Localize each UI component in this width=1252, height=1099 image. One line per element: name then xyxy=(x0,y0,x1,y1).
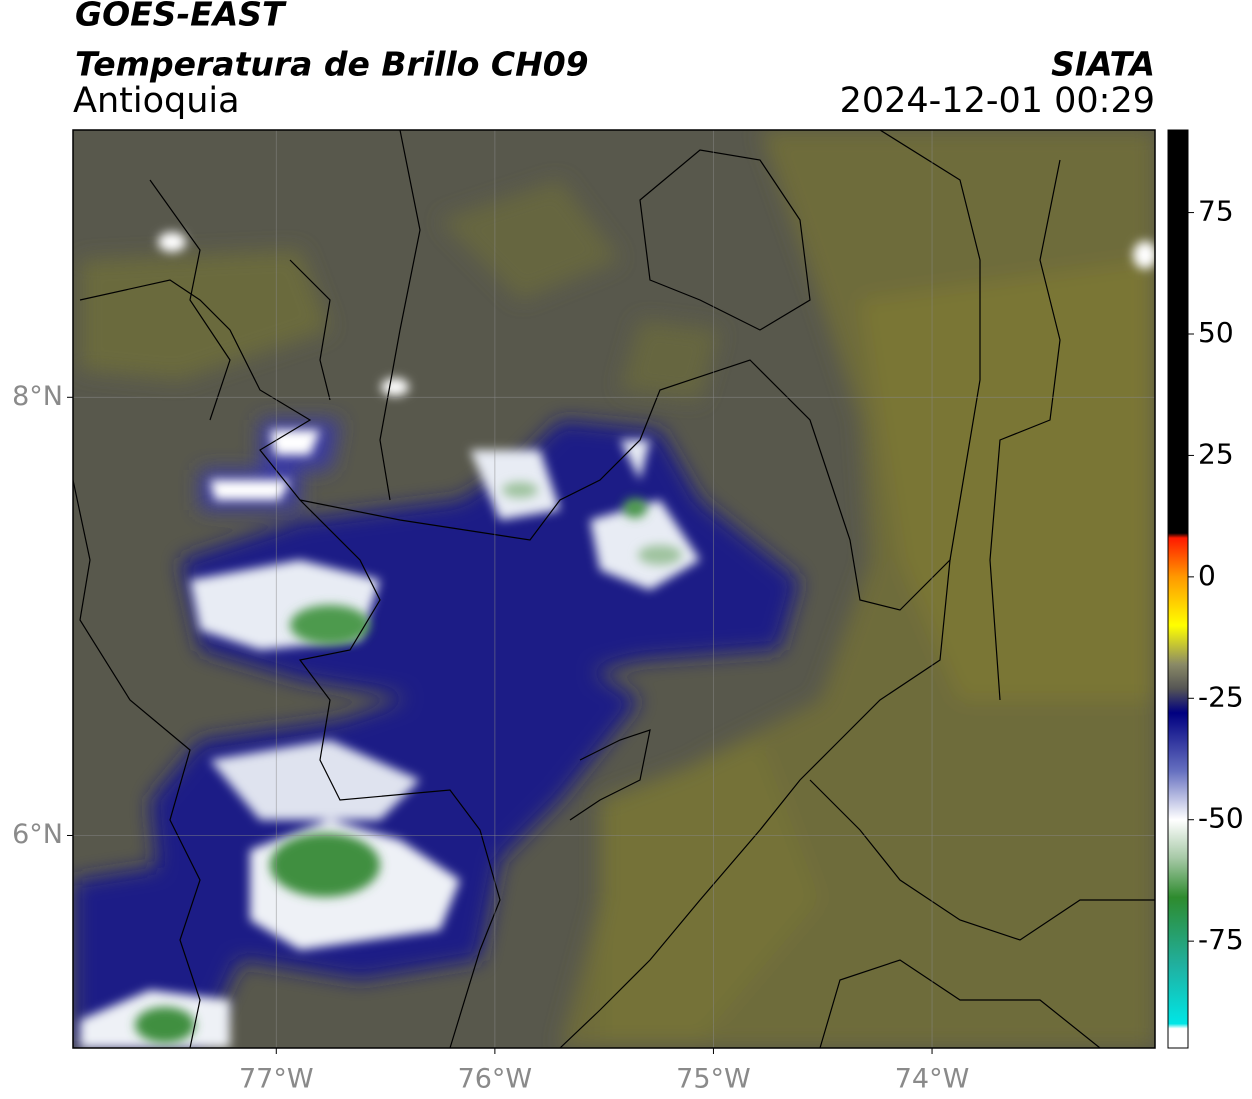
map-image xyxy=(73,130,1155,1048)
region: Antioquia xyxy=(73,81,240,121)
colorbar-tick-label: 75 xyxy=(1198,195,1234,228)
map-frame xyxy=(72,129,1156,1049)
colorbar-tick-label: 50 xyxy=(1198,316,1234,349)
source: SIATA xyxy=(1051,45,1155,84)
colorbar-tick-label: -50 xyxy=(1198,802,1244,835)
colorbar-tick-label: -75 xyxy=(1198,923,1244,956)
lon-label: 74°W xyxy=(895,1064,970,1095)
graticule xyxy=(73,130,1155,1048)
colorbar-tick-label: 25 xyxy=(1198,437,1234,470)
lon-label: 76°W xyxy=(458,1064,533,1095)
lon-label: 75°W xyxy=(676,1064,751,1095)
datetime: 2024-12-01 00:29 xyxy=(840,81,1155,121)
borders xyxy=(73,130,1155,1048)
colorbar xyxy=(1167,129,1189,1049)
coldest-tops xyxy=(135,482,682,1043)
lat-label: 8°N xyxy=(12,381,63,412)
title: GOES-EAST xyxy=(75,0,287,34)
colorbar-tick-label: 0 xyxy=(1198,559,1216,592)
colorbar-tick-label: -25 xyxy=(1198,680,1244,713)
subtitle: Temperatura de Brillo CH09 xyxy=(75,45,589,84)
warm-areas xyxy=(80,130,1155,1048)
lon-label: 77°W xyxy=(239,1064,314,1095)
lat-label: 6°N xyxy=(12,819,63,850)
